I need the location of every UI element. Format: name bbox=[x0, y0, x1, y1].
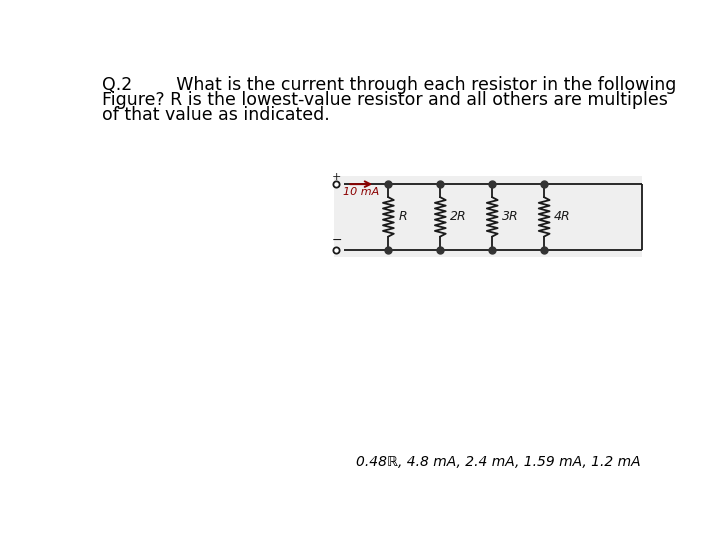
FancyBboxPatch shape bbox=[334, 177, 642, 257]
Text: R: R bbox=[398, 211, 407, 224]
Text: of that value as indicated.: of that value as indicated. bbox=[102, 106, 329, 124]
Text: 0.48ℝ, 4.8 mA, 2.4 mA, 1.59 mA, 1.2 mA: 0.48ℝ, 4.8 mA, 2.4 mA, 1.59 mA, 1.2 mA bbox=[356, 455, 640, 469]
Text: 2R: 2R bbox=[451, 211, 467, 224]
Text: Q.2        What is the current through each resistor in the following: Q.2 What is the current through each res… bbox=[102, 76, 676, 94]
Text: −: − bbox=[332, 234, 342, 247]
Text: 10 mA: 10 mA bbox=[343, 187, 379, 197]
Text: 4R: 4R bbox=[554, 211, 571, 224]
Text: 3R: 3R bbox=[503, 211, 519, 224]
Text: Figure? R is the lowest-value resistor and all others are multiples: Figure? R is the lowest-value resistor a… bbox=[102, 91, 667, 109]
Text: +: + bbox=[332, 172, 341, 182]
